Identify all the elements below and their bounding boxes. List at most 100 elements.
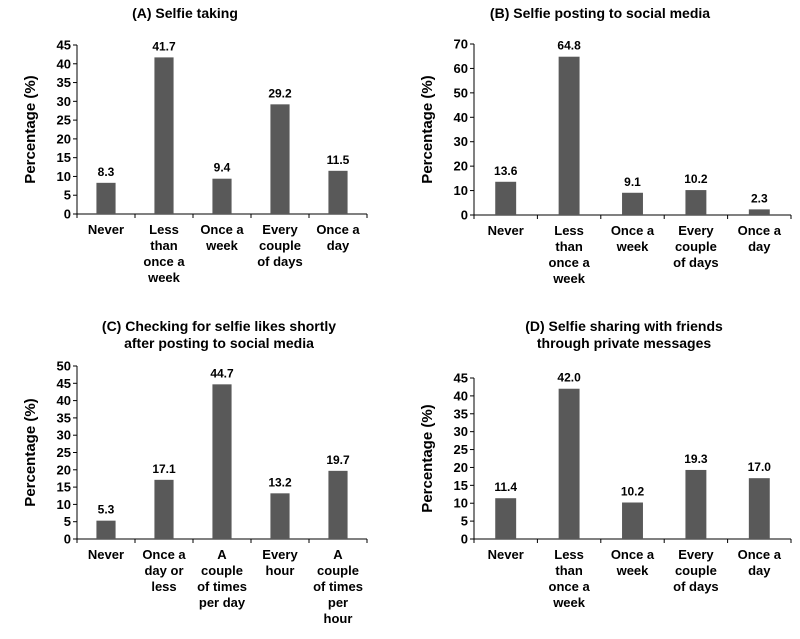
y-tick-label: 5	[461, 514, 468, 529]
chart-title: (D) Selfie sharing with friends	[525, 318, 723, 334]
y-tick-label: 25	[57, 113, 71, 128]
y-tick-label: 25	[57, 445, 71, 460]
data-label: 10.2	[684, 172, 708, 186]
panel-b: (B) Selfie posting to social media Percen…	[419, 5, 792, 286]
data-label: 42.0	[557, 371, 581, 385]
y-tick-label: 10	[454, 183, 468, 198]
y-axis-label: Percentage (%)	[419, 404, 436, 512]
y-tick-label: 0	[64, 532, 71, 547]
data-label: 11.5	[327, 153, 350, 167]
x-category-label: Once a day	[316, 222, 360, 253]
y-tick-label: 70	[454, 37, 468, 52]
bar	[685, 190, 707, 215]
y-tick-label: 20	[57, 131, 71, 146]
x-category-label: Every couple of days	[257, 222, 303, 269]
bar	[558, 56, 580, 216]
bar	[495, 181, 517, 215]
bar	[96, 182, 116, 214]
chart-title: after posting to social media	[124, 335, 314, 351]
data-label: 5.3	[98, 503, 115, 517]
y-tick-label: 30	[454, 424, 468, 439]
y-tick-label: 15	[454, 478, 468, 493]
y-tick-label: 35	[57, 75, 71, 90]
x-category-label: Never	[488, 547, 524, 562]
chart-title: (C) Checking for selfie likes shortly	[102, 318, 336, 334]
data-label: 17.1	[152, 462, 176, 476]
y-tick-label: 60	[454, 61, 468, 76]
y-tick-label: 50	[57, 359, 71, 374]
y-axis-label: Percentage (%)	[419, 75, 436, 183]
x-category-label: Every couple of days	[673, 223, 719, 270]
y-tick-label: 45	[57, 376, 71, 391]
y-tick-label: 45	[57, 38, 71, 53]
data-label: 8.3	[98, 165, 115, 179]
x-category-label: Once a week	[611, 547, 655, 578]
chart-title: (B) Selfie posting to social media	[490, 5, 710, 21]
data-label: 44.7	[210, 366, 234, 380]
y-tick-label: 5	[64, 514, 71, 529]
data-label: 29.2	[268, 86, 292, 100]
data-label: 9.1	[624, 175, 641, 189]
y-tick-label: 0	[461, 208, 468, 223]
bar	[622, 192, 643, 215]
y-tick-label: 25	[454, 442, 468, 457]
bar	[495, 498, 517, 539]
x-category-label: Never	[88, 547, 124, 562]
x-category-label: Less than once a week	[549, 547, 591, 610]
y-tick-label: 10	[454, 496, 468, 511]
x-category-label: Every couple of days	[673, 547, 719, 594]
data-label: 11.4	[494, 480, 517, 494]
y-tick-label: 30	[454, 134, 468, 149]
bar	[270, 493, 290, 539]
x-category-label: Less than once a week	[143, 222, 185, 285]
data-label: 19.3	[684, 452, 708, 466]
x-category-label: Never	[88, 222, 124, 237]
data-label: 19.7	[326, 453, 350, 467]
data-label: 10.2	[621, 485, 645, 499]
x-category-label: Never	[488, 223, 524, 238]
x-category-label: Every hour	[262, 547, 298, 578]
bar	[96, 520, 116, 539]
bar	[748, 209, 770, 215]
data-label: 64.8	[557, 39, 581, 53]
y-tick-label: 10	[57, 169, 71, 184]
x-category-label: Once a day or less	[142, 547, 186, 594]
y-axis-label: Percentage (%)	[22, 75, 39, 183]
y-tick-label: 20	[57, 462, 71, 477]
y-tick-label: 35	[454, 406, 468, 421]
bar	[212, 178, 232, 214]
y-tick-label: 40	[57, 56, 71, 71]
y-tick-label: 30	[57, 94, 71, 109]
x-category-label: Once a day	[738, 547, 782, 578]
data-label: 41.7	[152, 39, 176, 53]
data-label: 2.3	[751, 191, 768, 205]
y-axis-label: Percentage (%)	[22, 398, 39, 506]
y-tick-label: 0	[64, 207, 71, 222]
data-label: 9.4	[214, 161, 231, 175]
chart-title: (A) Selfie taking	[132, 5, 238, 21]
y-tick-label: 50	[454, 85, 468, 100]
y-tick-label: 20	[454, 460, 468, 475]
x-category-label: Less than once a week	[549, 223, 591, 286]
y-tick-label: 45	[454, 371, 468, 386]
panel-a: (A) Selfie taking Percentage (%) 0 5 10 15 20 2…	[22, 5, 368, 285]
y-tick-label: 40	[454, 388, 468, 403]
bar	[558, 388, 580, 539]
bar	[748, 478, 770, 539]
x-category-label: Once a week	[611, 223, 655, 254]
x-category-label: Once a week	[200, 222, 244, 253]
y-tick-label: 20	[454, 159, 468, 174]
y-tick-label: 30	[57, 428, 71, 443]
x-category-label: Once a day	[738, 223, 782, 254]
bar	[622, 502, 643, 539]
bar	[328, 170, 348, 214]
y-tick-label: 35	[57, 410, 71, 425]
data-label: 13.2	[268, 475, 292, 489]
y-tick-label: 15	[57, 480, 71, 495]
bar	[154, 57, 174, 214]
bar	[212, 384, 232, 539]
